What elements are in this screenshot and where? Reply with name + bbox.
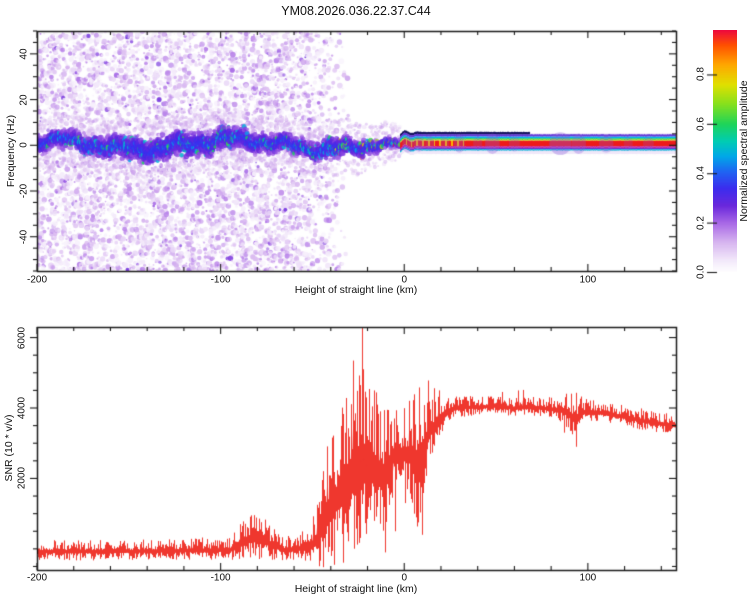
bottom-yaxis-label: SNR (10 * v/v)	[3, 414, 15, 482]
spectrogram-canvas	[37, 31, 676, 271]
bottom-ytick-label: 4000	[16, 396, 28, 420]
bottom-xtick-label: -100	[210, 572, 231, 584]
top-xtick-label: 0	[401, 274, 408, 286]
bottom-ytick-label: 2000	[16, 467, 28, 490]
snr-trace-canvas	[37, 327, 676, 570]
bottom-xtick-label: -200	[26, 572, 48, 584]
bottom-xtick-label: 0	[401, 572, 408, 584]
colorbar-tick-label: 0.8	[695, 67, 707, 82]
top-yaxis-label: Frequency (Hz)	[5, 114, 17, 188]
top-ytick-label: -40	[18, 229, 30, 244]
colorbar-canvas	[713, 30, 737, 272]
colorbar-tick-label: 0.2	[695, 215, 707, 230]
top-xtick-label: 100	[579, 274, 597, 286]
top-ytick-label: 20	[18, 94, 30, 106]
top-xtick-label: -100	[210, 274, 231, 286]
top-xaxis-label: Height of straight line (km)	[294, 284, 418, 296]
top-ytick-label: 0	[18, 142, 30, 149]
top-ytick-label: 40	[18, 48, 30, 60]
top-xtick-label: -200	[26, 274, 48, 286]
colorbar-tick-label: 0.6	[695, 116, 707, 131]
bottom-xtick-label: 100	[579, 572, 597, 584]
colorbar-tick-label: 0.0	[695, 265, 707, 279]
top-ytick-label: -20	[18, 183, 30, 199]
chart-title: YM08.2026.036.22.37.C44	[281, 4, 431, 18]
colorbar-label: Normalized spectral amplitude	[738, 80, 750, 222]
bottom-xaxis-label: Height of straight line (km)	[294, 583, 418, 595]
colorbar-tick-label: 0.4	[695, 166, 707, 181]
bottom-ytick-label: 6000	[16, 326, 28, 349]
